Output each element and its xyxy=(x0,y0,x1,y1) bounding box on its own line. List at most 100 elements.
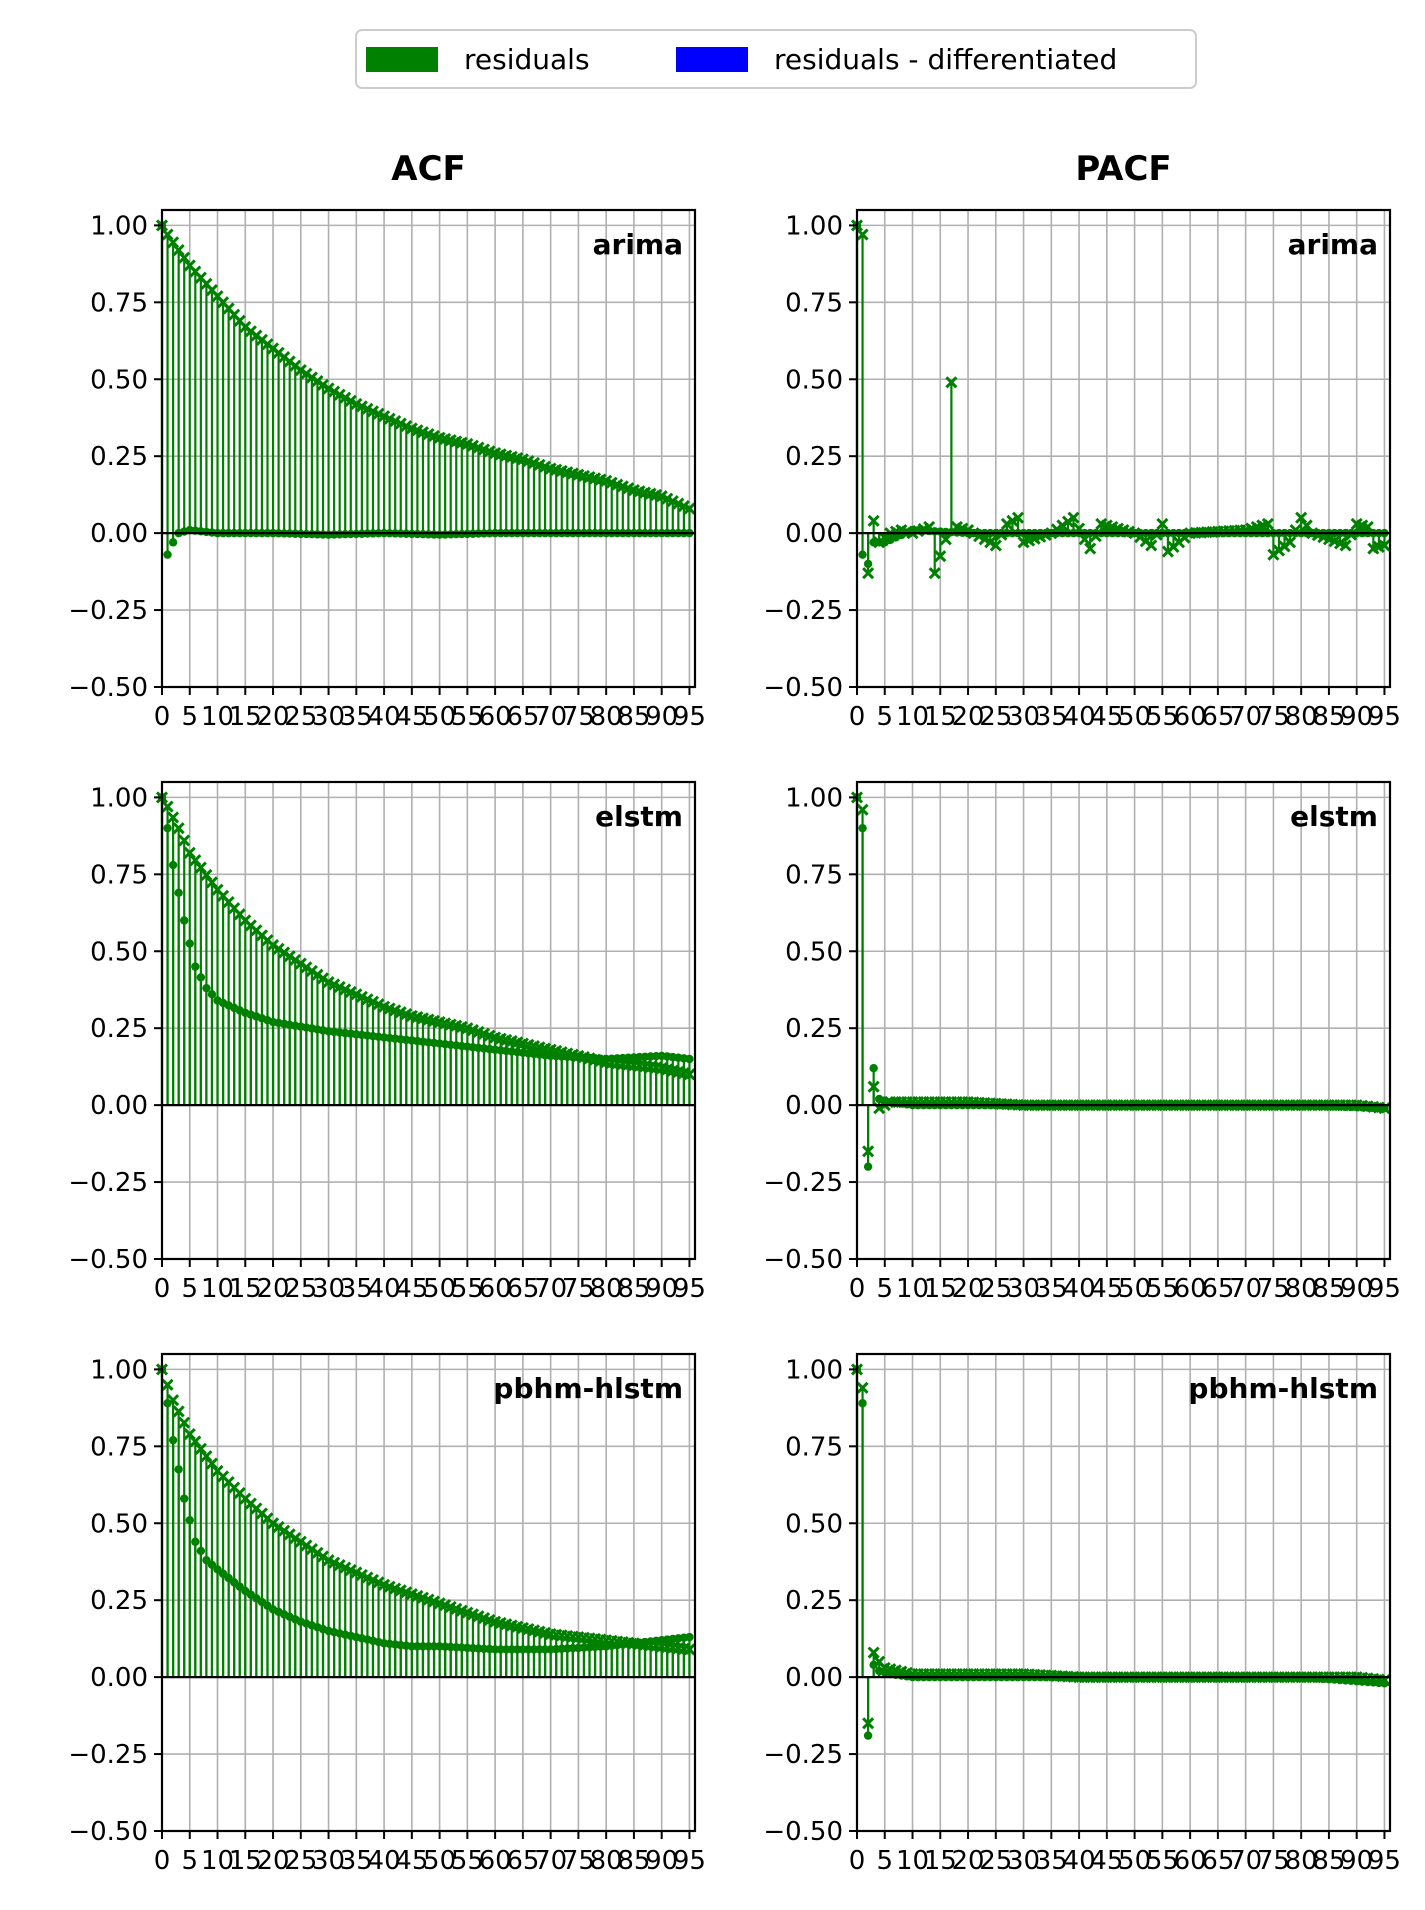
y-tick-label: 0.50 xyxy=(90,937,148,967)
x-tick-label: 85 xyxy=(617,1274,650,1304)
x-tick-label: 0 xyxy=(849,1846,866,1876)
y-tick-label: 0.75 xyxy=(90,288,148,318)
x-tick-label: 65 xyxy=(1201,1846,1234,1876)
x-tick-label: 20 xyxy=(951,1274,984,1304)
x-tick-label: 35 xyxy=(340,1846,373,1876)
x-tick-label: 5 xyxy=(876,702,893,732)
y-tick-label: −0.50 xyxy=(763,1245,843,1275)
marker-residuals xyxy=(862,1717,875,1730)
x-tick-label: 35 xyxy=(340,1274,373,1304)
legend-label: residuals xyxy=(464,43,590,76)
marker-residuals xyxy=(683,1068,696,1081)
x-tick-label: 10 xyxy=(201,1274,234,1304)
y-tick-label: −0.50 xyxy=(763,673,843,703)
x-tick-label: 80 xyxy=(1285,1846,1318,1876)
marker-differentiated xyxy=(163,550,172,559)
marker-differentiated xyxy=(202,1555,211,1565)
model-label: arima xyxy=(593,228,683,261)
x-tick-label: 75 xyxy=(1257,1274,1290,1304)
x-tick-label: 45 xyxy=(395,1274,428,1304)
x-tick-label: 90 xyxy=(645,1846,678,1876)
y-tick-label: 0.75 xyxy=(90,860,148,890)
x-tick-label: 25 xyxy=(284,1274,317,1304)
column-title-pacf: PACF xyxy=(1075,149,1171,189)
x-tick-label: 30 xyxy=(312,702,345,732)
x-tick-label: 0 xyxy=(154,1846,171,1876)
x-tick-label: 50 xyxy=(423,702,456,732)
marker-residuals xyxy=(683,502,696,515)
marker-residuals xyxy=(939,533,952,546)
axes-frame xyxy=(855,1352,1392,1833)
marker-residuals xyxy=(1283,536,1297,549)
x-tick-label: 0 xyxy=(849,702,866,732)
marker-differentiated xyxy=(863,1162,873,1171)
markers xyxy=(850,219,1391,580)
marker-residuals xyxy=(934,550,947,563)
marker-differentiated xyxy=(168,860,178,870)
y-axis: 1.00 0.75 0.50 0.25 0.00 −0.25 −0.50 xyxy=(763,1355,857,1847)
y-tick-label: 0.00 xyxy=(785,519,843,549)
marker-residuals xyxy=(161,800,174,813)
y-tick-label: 0.00 xyxy=(90,1091,148,1121)
marker-differentiated xyxy=(858,1399,867,1408)
y-tick-label: −0.50 xyxy=(68,673,148,703)
legend-frame xyxy=(355,29,1197,89)
model-label: arima xyxy=(1288,228,1378,261)
marker-residuals xyxy=(867,514,880,527)
x-tick-label: 15 xyxy=(924,1846,957,1876)
x-tick-label: 50 xyxy=(1118,1846,1151,1876)
marker-differentiated xyxy=(174,1465,183,1474)
x-tick-label: 70 xyxy=(534,702,567,732)
x-tick-label: 75 xyxy=(562,1274,595,1304)
marker-differentiated xyxy=(191,1537,200,1546)
x-tick-label: 15 xyxy=(924,702,957,732)
y-tick-label: −0.25 xyxy=(763,1740,843,1770)
y-tick-label: 0.00 xyxy=(785,1663,843,1693)
marker-residuals xyxy=(945,376,958,389)
marker-residuals xyxy=(1378,539,1391,552)
model-label: pbhm-hlstm xyxy=(1188,1372,1378,1405)
x-tick-label: 50 xyxy=(423,1846,456,1876)
x-tick-label: 5 xyxy=(876,1274,893,1304)
marker-differentiated xyxy=(168,1435,178,1445)
x-tick-label: 30 xyxy=(1007,702,1040,732)
y-tick-label: −0.50 xyxy=(68,1245,148,1275)
marker-differentiated xyxy=(207,1560,217,1570)
marker-residuals xyxy=(862,567,875,580)
x-tick-label: 55 xyxy=(451,1846,484,1876)
x-tick-label: 60 xyxy=(479,1274,512,1304)
x-tick-label: 40 xyxy=(368,702,401,732)
x-tick-label: 65 xyxy=(1201,702,1234,732)
y-tick-label: 0.25 xyxy=(785,1014,843,1044)
x-tick-label: 65 xyxy=(506,702,539,732)
x-tick-label: 20 xyxy=(951,702,984,732)
x-tick-label: 15 xyxy=(924,1274,957,1304)
y-tick-label: 0.75 xyxy=(785,288,843,318)
x-tick-label: 5 xyxy=(181,1846,198,1876)
marker-residuals xyxy=(167,1394,180,1407)
y-tick-label: 0.75 xyxy=(90,1432,148,1462)
x-tick-label: 90 xyxy=(1340,1274,1373,1304)
y-tick-label: 0.50 xyxy=(785,1509,843,1539)
x-tick-label: 50 xyxy=(1118,1274,1151,1304)
marker-residuals xyxy=(856,803,869,816)
x-tick-label: 85 xyxy=(1312,702,1345,732)
y-axis: 1.00 0.75 0.50 0.25 0.00 −0.25 −0.50 xyxy=(68,211,162,703)
x-tick-label: 70 xyxy=(534,1846,567,1876)
y-tick-label: −0.25 xyxy=(68,1740,148,1770)
y-axis: 1.00 0.75 0.50 0.25 0.00 −0.25 −0.50 xyxy=(68,783,162,1275)
y-tick-label: 1.00 xyxy=(785,211,843,241)
x-tick-label: 75 xyxy=(562,702,595,732)
y-tick-label: 0.00 xyxy=(90,519,148,549)
x-tick-label: 45 xyxy=(1090,702,1123,732)
panel-acf-pbhm-hlstm: 1.00 0.75 0.50 0.25 0.00 −0.25 −0.500 5 10152025… xyxy=(68,1352,706,1876)
marker-differentiated xyxy=(180,1494,189,1503)
marker-residuals xyxy=(161,1378,174,1391)
x-tick-label: 95 xyxy=(673,702,706,732)
panel-pacf-pbhm-hlstm: 1.00 0.75 0.50 0.25 0.00 −0.25 −0.500 5 10152025… xyxy=(763,1352,1401,1876)
x-tick-label: 90 xyxy=(645,1274,678,1304)
y-tick-label: 0.25 xyxy=(90,442,148,472)
